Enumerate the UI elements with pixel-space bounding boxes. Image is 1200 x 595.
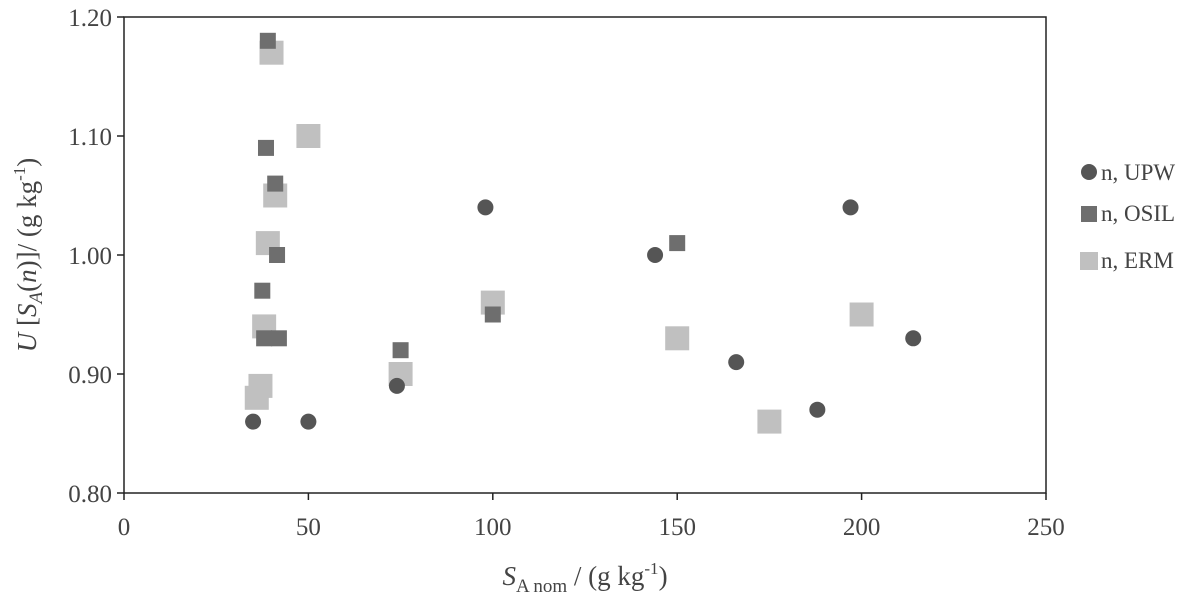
data-point-upw — [809, 401, 826, 418]
y-tick-label: 1.10 — [68, 124, 112, 151]
legend-label-upw: n, UPW — [1101, 160, 1175, 185]
data-point-upw — [477, 199, 494, 216]
x-tick-label: 200 — [843, 514, 881, 541]
x-tick-label: 100 — [474, 514, 512, 541]
data-points — [244, 32, 922, 434]
y-tick-label: 1.00 — [68, 243, 112, 270]
data-point-osil — [270, 330, 287, 347]
legend-marker-erm — [1080, 252, 1098, 270]
data-point-upw — [245, 413, 262, 430]
data-point-osil — [269, 247, 286, 263]
data-point-osil — [256, 330, 273, 347]
legend-item-upw: n, UPW — [1081, 160, 1175, 185]
data-point-erm — [849, 302, 874, 327]
data-point-upw — [300, 413, 317, 430]
data-point-upw — [388, 377, 405, 394]
legend-marker-osil — [1081, 206, 1097, 222]
x-tick-label: 0 — [118, 514, 131, 541]
data-point-osil — [257, 139, 274, 156]
y-axis-title: U [SA(n)]/ (g kg-1) — [10, 158, 47, 353]
x-tick-label: 50 — [296, 514, 321, 541]
data-point-upw — [905, 330, 922, 347]
data-point-erm — [296, 124, 321, 148]
data-point-osil — [259, 32, 276, 49]
x-axis-ticks: 0 50 100 150 200 250 — [118, 493, 1065, 541]
y-tick-label: 0.80 — [68, 481, 112, 508]
data-point-erm — [665, 326, 690, 351]
y-axis-ticks: 0.80 0.90 1.00 1.10 1.20 — [68, 5, 124, 508]
data-point-erm — [244, 385, 269, 410]
legend-item-osil: n, OSIL — [1081, 201, 1175, 226]
data-point-osil — [484, 306, 501, 323]
x-tick-label: 250 — [1027, 514, 1065, 541]
legend-marker-upw — [1081, 164, 1097, 180]
data-point-upw — [842, 199, 859, 216]
data-point-osil — [267, 175, 284, 192]
x-axis-title: SA nom / (g kg-1) — [502, 559, 667, 595]
legend-item-erm: n, ERM — [1080, 248, 1174, 273]
data-point-upw — [647, 247, 664, 263]
x-tick-label: 150 — [658, 514, 696, 541]
data-point-osil — [669, 235, 686, 252]
y-tick-label: 1.20 — [68, 5, 112, 32]
data-point-osil — [392, 342, 409, 359]
legend-label-osil: n, OSIL — [1101, 201, 1175, 226]
legend: n, UPW n, OSIL n, ERM — [1080, 160, 1175, 273]
data-point-upw — [728, 354, 745, 371]
data-point-erm — [757, 409, 782, 434]
data-point-osil — [254, 282, 271, 299]
legend-label-erm: n, ERM — [1101, 248, 1174, 273]
y-tick-label: 0.90 — [68, 362, 112, 389]
